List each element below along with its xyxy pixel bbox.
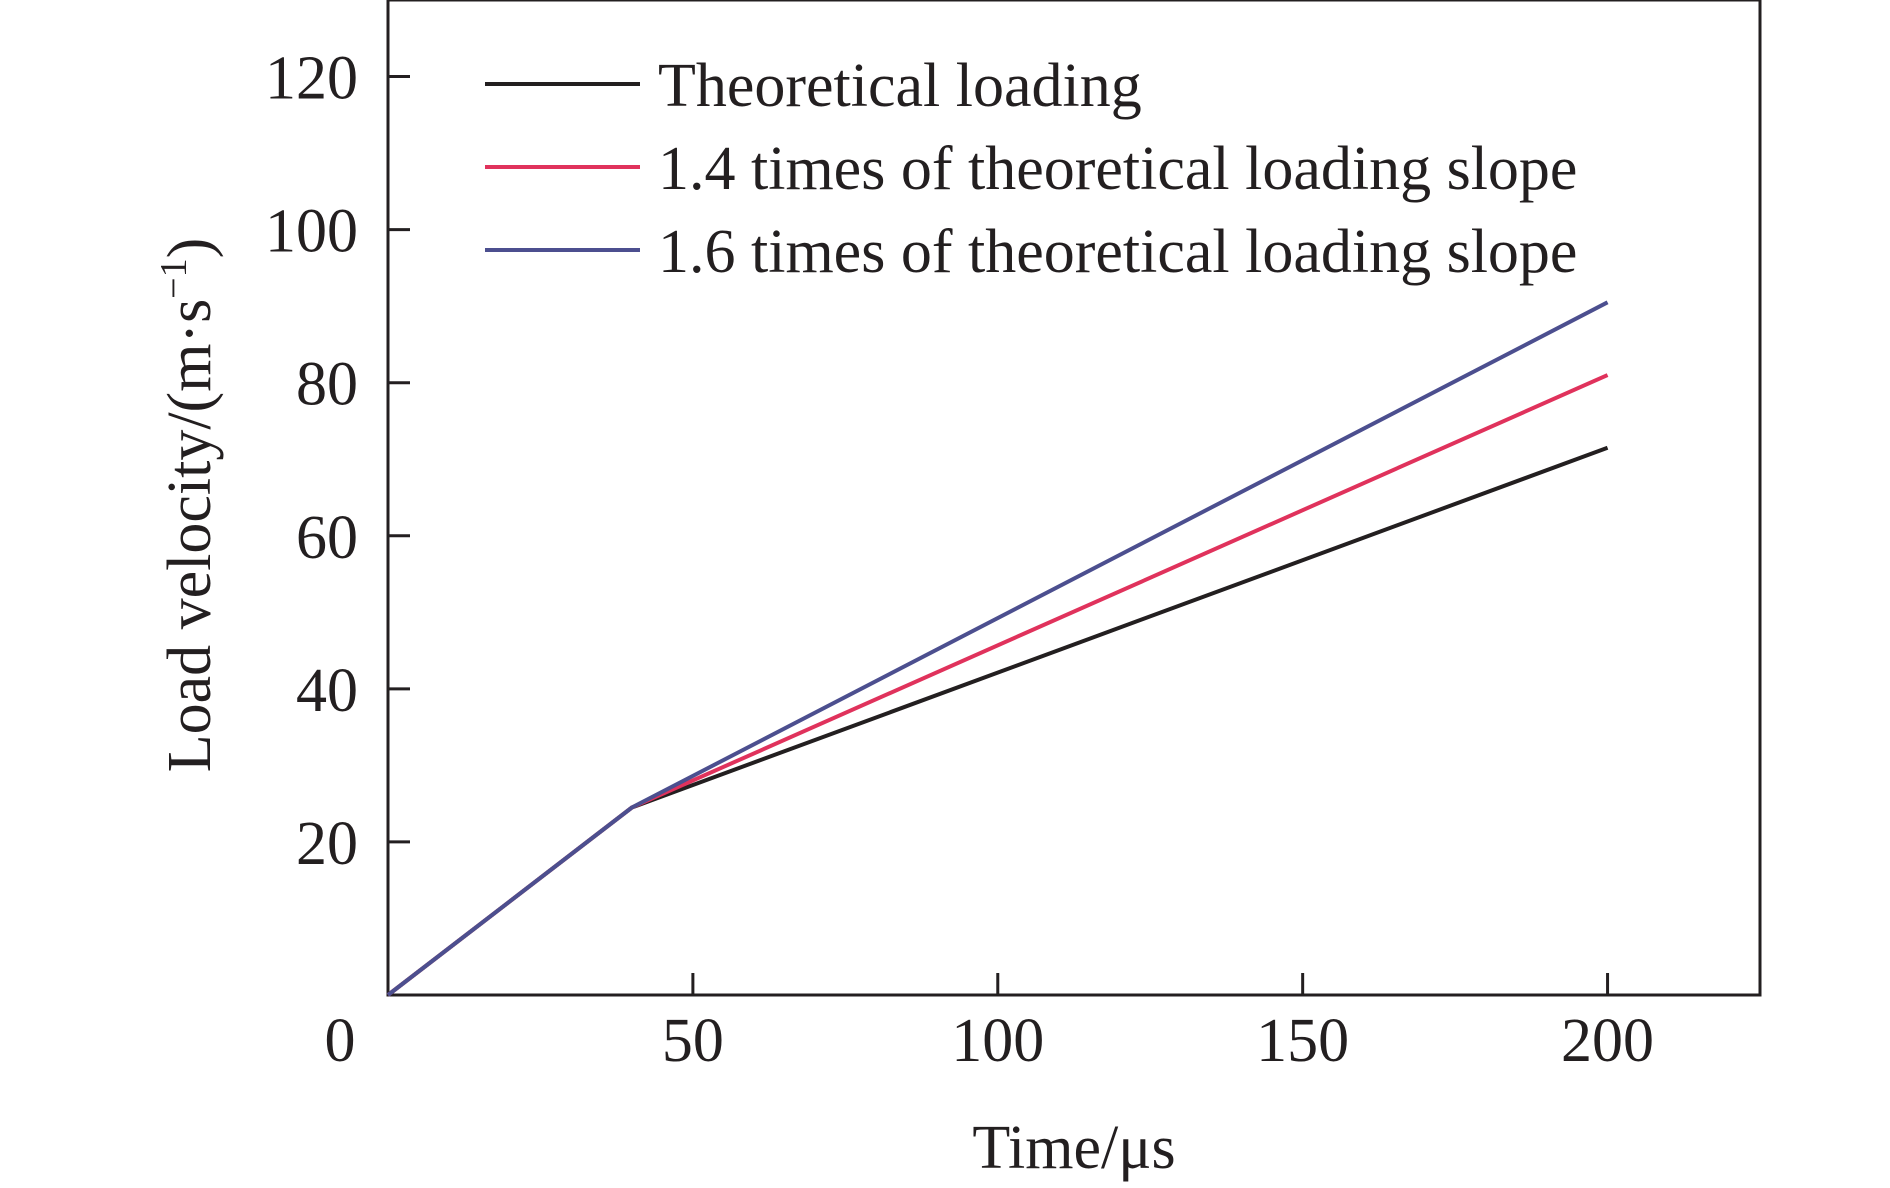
y-tick-label: 100 (265, 198, 358, 266)
y-axis-title-close: ) (156, 238, 224, 259)
y-tick-label: 60 (296, 504, 358, 572)
y-tick-label: 20 (296, 810, 358, 878)
x-tick-label: 200 (1561, 1007, 1654, 1075)
series-layer (386, 300, 1609, 997)
plot-frame (386, 0, 1762, 997)
y-ticks: 20 40 60 80 100 120 (265, 45, 410, 878)
y-tick-label: 40 (296, 657, 358, 725)
series-line-2 (386, 373, 1609, 997)
series-line-3 (386, 300, 1609, 997)
x-tick-label: 100 (951, 1007, 1044, 1075)
x-axis-title: Time/μs (972, 1114, 1175, 1182)
origin-label: 0 (325, 1007, 356, 1075)
x-ticks: 50 100 150 200 (662, 973, 1654, 1075)
x-tick-label: 50 (662, 1007, 724, 1075)
y-tick-label: 120 (265, 45, 358, 113)
legend: Theoretical loading 1.4 times of theoret… (485, 52, 1577, 286)
y-axis-title-main: Load velocity/(m·s (156, 299, 224, 772)
legend-label-1-6-times: 1.6 times of theoretical loading slope (658, 218, 1577, 286)
y-axis-title-superscript: −1 (153, 258, 195, 298)
legend-label-theoretical: Theoretical loading (658, 52, 1142, 120)
legend-label-1-4-times: 1.4 times of theoretical loading slope (658, 135, 1577, 203)
y-tick-label: 80 (296, 351, 358, 419)
series-line-1 (386, 445, 1609, 997)
y-axis-title: Load velocity/(m·s−1) (153, 238, 224, 773)
x-tick-label: 150 (1256, 1007, 1349, 1075)
